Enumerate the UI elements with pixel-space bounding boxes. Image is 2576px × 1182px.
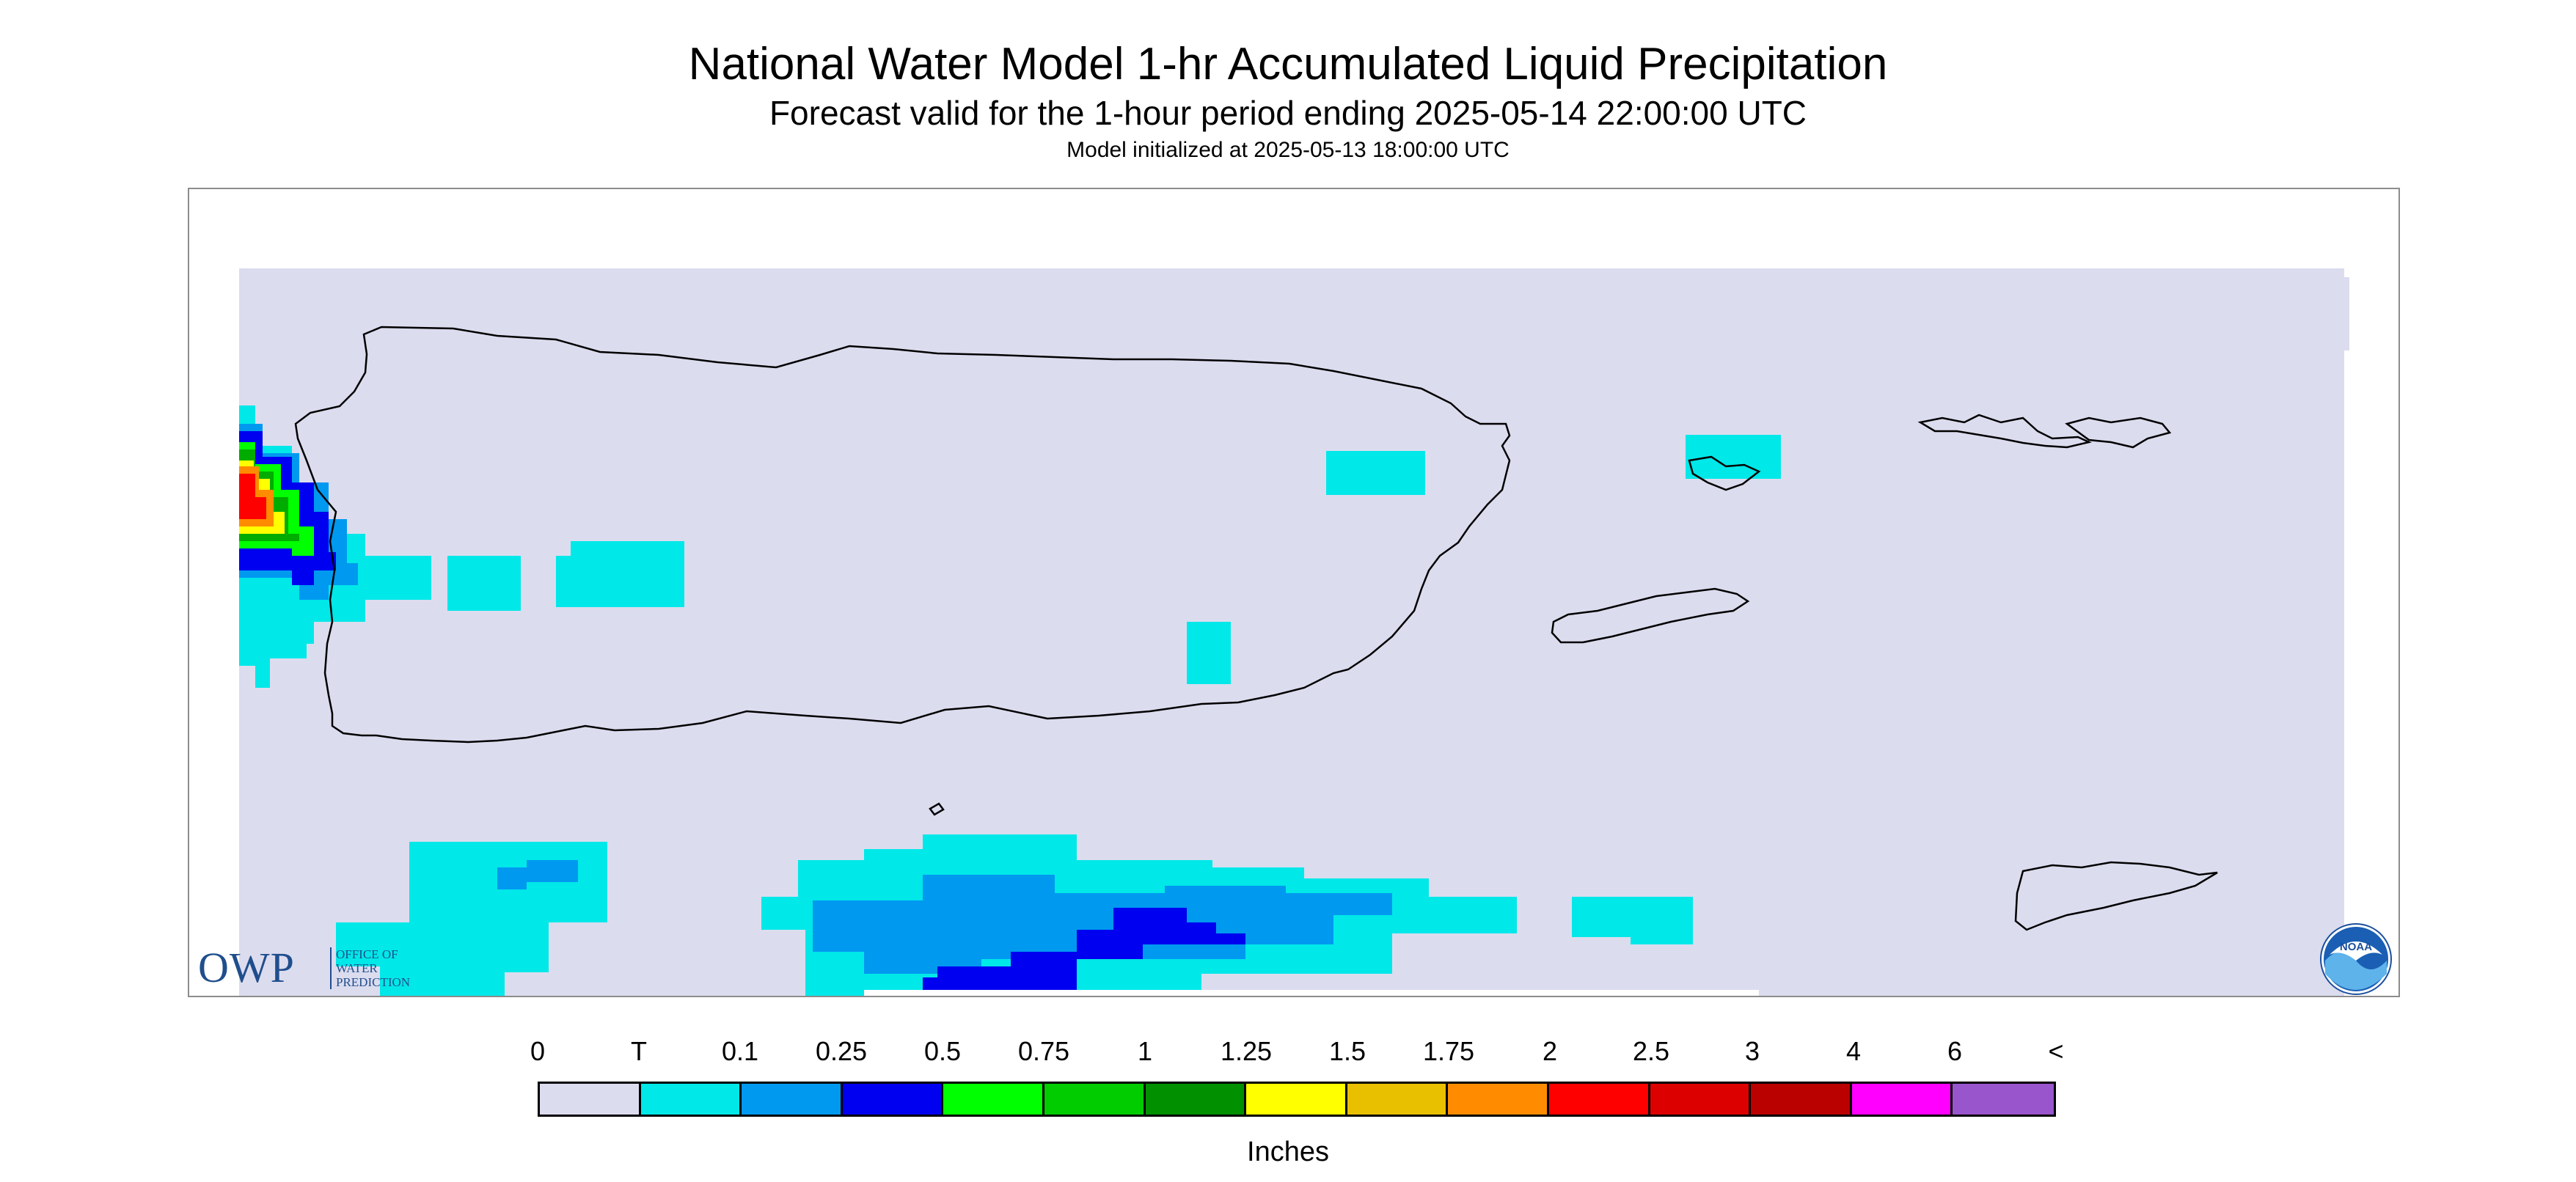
legend-swatch [540,1084,641,1115]
legend-tick-label: 6 [1947,1036,1963,1066]
owp-logo-sub: OFFICE OF WATER PREDICTION [330,947,446,989]
legend-swatch [1448,1084,1549,1115]
owp-logo: OWP OFFICE OF WATER PREDICTION [198,944,440,991]
map-panel [188,188,2400,997]
map-title: National Water Model 1-hr Accumulated Li… [688,39,1888,89]
legend-tick-label: 2.5 [1632,1036,1670,1066]
legend-swatch [1145,1084,1247,1115]
mona-island-coastline [929,802,945,816]
precip-cell-central [1187,622,1231,684]
noaa-logo-text: NOAA [2340,941,2372,953]
legend-swatch [1650,1084,1752,1115]
legend-tick-label: 0.1 [721,1036,759,1066]
legend-swatch [1548,1084,1650,1115]
st-thomas-coastline [1917,414,2172,449]
legend-tick-label: T [631,1036,647,1066]
legend-swatch [1851,1084,1953,1115]
legend-tick-label: 0.25 [815,1036,868,1066]
legend-swatch [1347,1084,1449,1115]
coastlines [294,326,2218,931]
legend-units: Inches [1247,1137,1329,1167]
legend-tick-label: 2 [1542,1036,1558,1066]
legend-tick-label: 1.5 [1328,1036,1366,1066]
legend-tick-label: 1 [1137,1036,1153,1066]
precip-band-south [336,834,1759,996]
legend-tick-label: 0.75 [1017,1036,1070,1066]
legend-swatch [842,1084,944,1115]
model-init-text: Model initialized at 2025-05-13 18:00:00… [1066,138,1510,162]
legend-tick-label: 0.5 [923,1036,962,1066]
precip-cell-west [239,405,684,688]
legend-tick-label: 1.75 [1422,1036,1475,1066]
legend-swatch [1751,1084,1852,1115]
vieques-coastline [1551,587,1750,644]
legend-swatch [1044,1084,1146,1115]
legend-swatch [742,1084,843,1115]
precip-cell-culebra [1686,435,1781,479]
legend-tick-label: 4 [1845,1036,1862,1066]
legend-tick-label: 1.25 [1220,1036,1273,1066]
puerto-rico-coastline [294,326,1511,744]
noaa-logo: NOAA [2320,923,2392,995]
precipitation-map [239,268,2349,996]
map-subtitle: Forecast valid for the 1-hour period end… [769,94,1807,132]
legend-tick-label: 3 [1744,1036,1760,1066]
culebra-coastline [1688,455,1761,491]
legend-color-bar [538,1082,2056,1117]
legend-tick-label: 0 [530,1036,546,1066]
legend-labels: 0 T 0.1 0.25 0.5 0.75 1 1.25 1.5 1.75 2 2.5 3 4 6 < [0,1035,2576,1072]
legend-swatch [1953,1084,2054,1115]
legend-swatch [943,1084,1044,1115]
legend-swatch [1246,1084,1347,1115]
precip-cell-north [1326,451,1425,495]
legend-swatch [640,1084,742,1115]
legend-tick-label: < [2048,1036,2064,1066]
owp-logo-main: OWP [198,944,295,991]
st-croix-coastline [2014,861,2218,931]
